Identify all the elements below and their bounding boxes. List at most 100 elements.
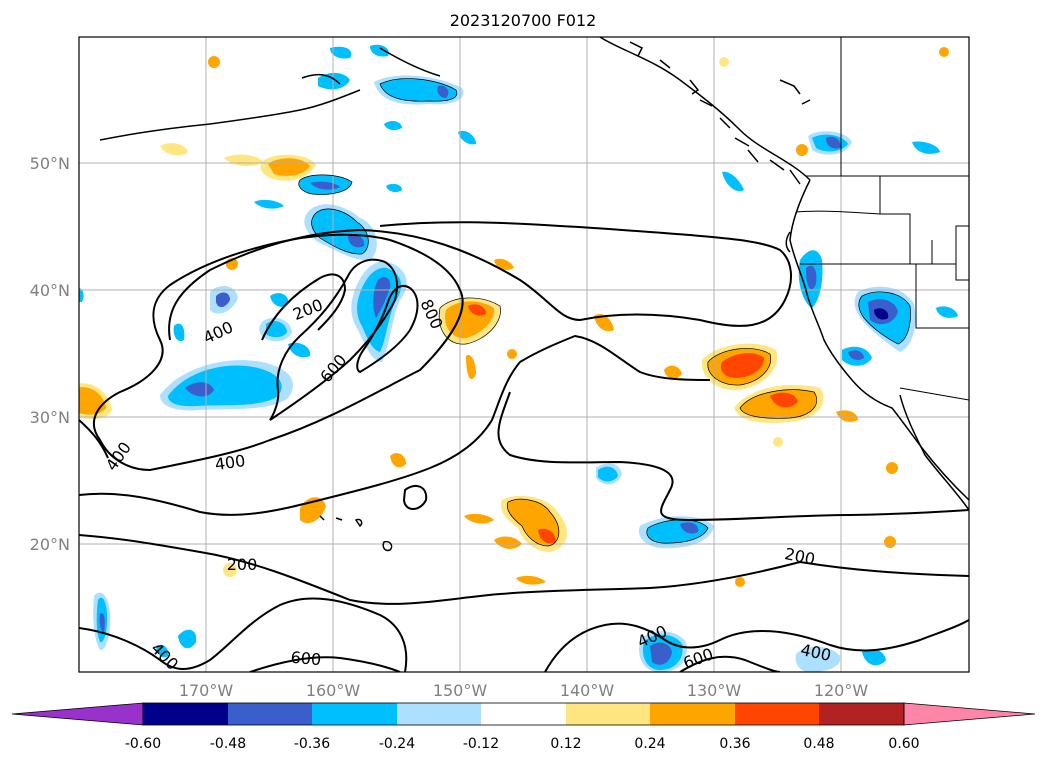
shade-blue-region bbox=[348, 234, 365, 248]
shade-warm-dot bbox=[208, 56, 220, 68]
shade-blue-region bbox=[384, 121, 402, 131]
contours bbox=[79, 221, 969, 672]
colorbar-segment bbox=[397, 703, 481, 725]
shade-blue-region bbox=[288, 342, 311, 358]
shade-warm-region bbox=[468, 304, 486, 316]
colorbar-tick: 0.60 bbox=[888, 736, 919, 752]
contour-400-southwest bbox=[79, 597, 408, 672]
shade-blue-region bbox=[79, 287, 84, 302]
contour-left-stub bbox=[79, 419, 109, 459]
shade-blue-region bbox=[216, 292, 230, 308]
shade-blue-region bbox=[185, 382, 214, 397]
contour-400-east bbox=[497, 391, 969, 522]
colorbar-extend-min bbox=[11, 702, 144, 726]
shade-blue-region bbox=[650, 642, 672, 665]
shade-warm-dot bbox=[886, 462, 898, 474]
lon-tick: 140°W bbox=[560, 681, 615, 700]
shade-warm-region bbox=[390, 453, 406, 468]
colorbar-tick: 0.24 bbox=[634, 736, 665, 752]
contour-600-southeast bbox=[679, 655, 781, 672]
shade-blue-region bbox=[912, 141, 940, 154]
shade-blue-region bbox=[862, 649, 886, 666]
map-panel: 400 200 800 600 400 400 200 200 400 600 … bbox=[30, 36, 970, 700]
shade-blue-region bbox=[318, 72, 350, 90]
lat-tick: 40°N bbox=[30, 281, 70, 300]
shade-warm-region bbox=[538, 528, 556, 544]
shade-warm-dot bbox=[223, 563, 237, 577]
colorbar-segment bbox=[143, 703, 228, 725]
colorbar-tick: 0.48 bbox=[803, 736, 834, 752]
shade-warm-region bbox=[466, 354, 476, 380]
lon-tick: 170°W bbox=[179, 681, 234, 700]
shaded-field bbox=[79, 44, 958, 672]
colorbar-tick: -0.48 bbox=[210, 736, 246, 752]
lat-tick: 30°N bbox=[30, 408, 70, 427]
contour-400-southeast bbox=[544, 619, 969, 672]
colorbar-extend-max bbox=[903, 702, 1036, 726]
shade-blue-region bbox=[266, 321, 287, 338]
political-borders bbox=[795, 37, 969, 401]
shade-blue-region bbox=[380, 78, 457, 102]
contour-label: 400 bbox=[214, 451, 247, 474]
shade-blue-region bbox=[373, 277, 391, 318]
contour-800-loop bbox=[356, 284, 419, 374]
shade-blue-region bbox=[386, 183, 402, 193]
lon-tick: 160°W bbox=[306, 681, 361, 700]
shade-blue-region bbox=[330, 46, 352, 59]
colorbar-segment bbox=[650, 703, 735, 725]
contour-600-loop bbox=[269, 258, 398, 421]
lon-ticks: 170°W 160°W 150°W 140°W 130°W 120°W bbox=[179, 681, 869, 700]
shade-warm-region bbox=[516, 575, 546, 585]
shade-blue-region bbox=[722, 171, 744, 192]
contour-200-loop bbox=[168, 221, 792, 341]
colorbar-segment bbox=[566, 703, 650, 725]
shade-blue-region bbox=[168, 365, 282, 407]
colorbar-segment bbox=[228, 703, 312, 725]
colorbar-segment bbox=[481, 703, 566, 725]
shade-blue-region bbox=[680, 522, 699, 534]
shade-blue-region bbox=[458, 130, 476, 145]
colorbar-tick: -0.12 bbox=[463, 736, 499, 752]
colorbar-tick: 0.36 bbox=[719, 736, 750, 752]
shade-blue-region bbox=[598, 466, 618, 482]
contour-label: 600 bbox=[290, 648, 322, 670]
colorbar-tick: -0.24 bbox=[379, 736, 415, 752]
shade-warm-dot bbox=[884, 536, 896, 548]
shade-blue-region bbox=[370, 44, 389, 57]
shade-warm-region bbox=[594, 313, 614, 332]
shade-blue-region bbox=[437, 85, 449, 98]
shade-warm-dot bbox=[796, 144, 808, 156]
map-title: 2023120700 F012 bbox=[450, 11, 597, 30]
shade-warm-dot bbox=[507, 349, 517, 359]
lat-tick: 50°N bbox=[30, 154, 70, 173]
lon-tick: 130°W bbox=[687, 681, 742, 700]
contour-400-loop bbox=[93, 233, 464, 472]
shade-warm-region bbox=[664, 365, 682, 379]
colorbar-segment bbox=[819, 703, 904, 725]
lat-tick: 20°N bbox=[30, 535, 70, 554]
colorbar-segment bbox=[312, 703, 397, 725]
lon-tick: 120°W bbox=[814, 681, 869, 700]
contour-200-inner bbox=[261, 273, 347, 341]
lon-tick: 150°W bbox=[433, 681, 488, 700]
contour-600-southwest bbox=[249, 656, 401, 672]
shade-warm-dot bbox=[773, 437, 783, 447]
shade-warm-dot bbox=[719, 57, 729, 67]
shade-blue-region bbox=[254, 199, 284, 209]
colorbar-tick: 0.12 bbox=[550, 736, 581, 752]
contour-label: 200 bbox=[227, 555, 258, 574]
shade-blue-region bbox=[156, 644, 169, 658]
shade-blue-region bbox=[270, 293, 289, 307]
shade-blue-region bbox=[806, 265, 817, 290]
shade-blue-region bbox=[178, 629, 197, 649]
shade-warm-region bbox=[464, 513, 494, 524]
contour-400-south bbox=[79, 334, 711, 516]
shade-blue-region bbox=[795, 646, 841, 672]
contour-small-loop bbox=[402, 484, 428, 510]
colorbar-tick: -0.60 bbox=[125, 736, 161, 752]
shade-outlines bbox=[298, 78, 911, 547]
colorbar-segment bbox=[735, 703, 819, 725]
colorbar-tick: -0.36 bbox=[294, 736, 330, 752]
shade-blue-region bbox=[826, 136, 841, 149]
